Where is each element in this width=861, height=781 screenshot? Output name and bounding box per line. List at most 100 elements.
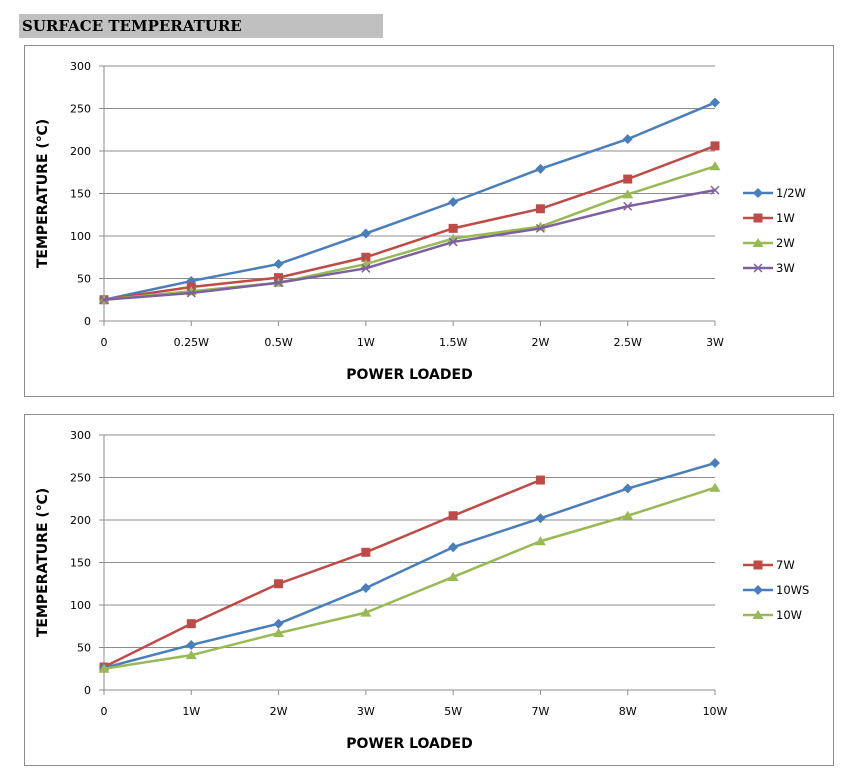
chart-1-ytick-label-5: 250 bbox=[70, 103, 91, 116]
chart-2-xtick-label-2: 2W bbox=[270, 705, 288, 718]
chart-1-svg: 0 50 100 150 200 250 300 0 0.25W 0.5W 1W 1.5W 2W 2.5W… bbox=[35, 60, 806, 383]
chart-1-legend-swatch-marker-3 bbox=[753, 263, 763, 273]
chart-1-series-3-point-0 bbox=[99, 295, 109, 305]
chart-2-legend-swatch-marker-1 bbox=[753, 585, 763, 595]
chart-1-series-0-point-5 bbox=[535, 163, 546, 174]
chart-1-series-1-line bbox=[103, 144, 716, 301]
chart-1-series-3-point-2 bbox=[274, 278, 284, 288]
chart-1-legend-item-1: 1W bbox=[743, 211, 795, 225]
chart-2-legend-item-1: 10WS bbox=[743, 583, 809, 597]
chart-2-svg: 0 50 100 150 200 250 300 0 1W 2W 3W 5W 7W 8W 10W POWER … bbox=[35, 429, 809, 752]
chart-1-series-0-point-3 bbox=[360, 228, 371, 239]
chart-2-series-1-point-5 bbox=[535, 513, 546, 524]
chart-1-series-2-point-7 bbox=[709, 161, 721, 171]
chart-2-series-1-point-7 bbox=[710, 458, 720, 469]
chart-2-series-2 bbox=[98, 482, 721, 673]
chart-2-series-0-point-5 bbox=[535, 475, 545, 485]
chart-1-series-0-point-2 bbox=[273, 259, 284, 270]
chart-2-ytick-label-4: 200 bbox=[70, 514, 91, 527]
chart-2-series-2-line bbox=[103, 486, 716, 670]
chart-1-xtick-label-3: 1W bbox=[357, 336, 375, 349]
chart-1-ytick-label-3: 150 bbox=[70, 188, 91, 201]
chart-1-series-0-point-7 bbox=[710, 97, 720, 108]
chart-1-xtick-label-2: 0.5W bbox=[264, 336, 292, 349]
chart-1-series-1-point-2 bbox=[274, 273, 284, 283]
chart-1-ytick-label-1: 50 bbox=[77, 273, 91, 286]
chart-1-xtick-label-4: 1.5W bbox=[439, 336, 467, 349]
chart-2-series-2-point-0 bbox=[98, 663, 110, 673]
chart-1-series-3 bbox=[99, 185, 720, 305]
chart-2-series-1 bbox=[99, 458, 720, 673]
chart-1-xtick-label-0: 0 bbox=[101, 336, 108, 349]
chart-2-legend-label-1: 10WS bbox=[776, 583, 809, 597]
chart-2-ytick-label-6: 300 bbox=[70, 429, 91, 442]
chart-2-series-0-point-1 bbox=[186, 619, 196, 629]
chart-1-series-3-point-7 bbox=[710, 185, 720, 195]
chart-1-series-0-point-4 bbox=[448, 197, 459, 207]
chart-1-series-1-point-4 bbox=[448, 223, 458, 233]
chart-1-legend-swatch-marker-0 bbox=[753, 188, 763, 198]
chart-panel-power-high: 0 50 100 150 200 250 300 0 1W 2W 3W 5W 7W 8W 10W POWER … bbox=[24, 414, 834, 766]
chart-2-series-1-point-4 bbox=[448, 542, 459, 553]
chart-1-legend-label-0: 1/2W bbox=[776, 186, 806, 200]
chart-2-xtick-label-6: 8W bbox=[619, 705, 637, 718]
chart-2-series-2-point-4 bbox=[447, 571, 459, 581]
chart-1-ytick-label-2: 100 bbox=[70, 230, 91, 243]
chart-2-xtick-label-1: 1W bbox=[182, 705, 200, 718]
chart-2-legend-swatch-marker-2 bbox=[752, 610, 764, 619]
chart-1-y-axis-title: TEMPERATURE (℃) bbox=[35, 119, 51, 268]
chart-2-series-0-line bbox=[103, 478, 541, 669]
chart-1-series-0 bbox=[99, 97, 720, 305]
chart-2-ytick-label-2: 100 bbox=[70, 599, 91, 612]
chart-2-series-2-point-6 bbox=[622, 510, 634, 520]
chart-1-series-3-point-5 bbox=[535, 223, 545, 233]
chart-1-legend-item-3: 3W bbox=[743, 261, 795, 275]
chart-2-xtick-label-0: 0 bbox=[101, 705, 108, 718]
chart-2-series-0 bbox=[99, 475, 545, 672]
chart-1-series-3-line bbox=[103, 188, 716, 301]
chart-1-series-3-point-1 bbox=[186, 288, 196, 298]
chart-2-legend-label-0: 7W bbox=[776, 558, 795, 572]
chart-2-y-axis-title: TEMPERATURE (℃) bbox=[35, 488, 51, 637]
chart-2-series-2-point-7 bbox=[709, 482, 721, 492]
chart-1-legend-item-0: 1/2W bbox=[743, 186, 806, 200]
chart-1-series-3-point-4 bbox=[448, 237, 458, 247]
chart-1-series-1-point-7 bbox=[710, 141, 720, 151]
chart-1-series-1-point-5 bbox=[535, 204, 545, 214]
chart-1-legend-swatch-marker-2 bbox=[752, 238, 764, 247]
chart-2-legend-swatch-marker-0 bbox=[753, 560, 763, 570]
chart-2-series-2-point-2 bbox=[273, 628, 285, 638]
chart-1-legend-label-2: 2W bbox=[776, 236, 795, 250]
chart-1-series-0-line bbox=[103, 101, 716, 301]
chart-1-series-3-point-3 bbox=[361, 263, 371, 273]
chart-1-legend-item-2: 2W bbox=[743, 236, 795, 250]
chart-2-xtick-label-4: 5W bbox=[444, 705, 462, 718]
chart-2-series-0-point-2 bbox=[274, 579, 284, 589]
chart-1-series-1-point-6 bbox=[623, 174, 633, 184]
chart-2-ytick-label-0: 0 bbox=[84, 684, 91, 697]
chart-2-series-0-point-3 bbox=[361, 547, 371, 557]
chart-2-series-1-line bbox=[103, 461, 716, 670]
chart-2-series-2-point-3 bbox=[360, 607, 372, 617]
chart-2-legend: 7W 10WS 10W bbox=[743, 558, 809, 622]
chart-1-x-axis-title: POWER LOADED bbox=[346, 367, 472, 383]
chart-1-series-3-point-6 bbox=[623, 201, 633, 211]
chart-1-legend-label-1: 1W bbox=[776, 211, 795, 225]
chart-1-ytick-label-6: 300 bbox=[70, 60, 91, 73]
chart-1-legend: 1/2W 1W 2W 3W bbox=[743, 186, 806, 275]
chart-1-ytick-label-4: 200 bbox=[70, 145, 91, 158]
chart-1-legend-label-3: 3W bbox=[776, 261, 795, 275]
chart-2-x-axis-title: POWER LOADED bbox=[346, 736, 472, 752]
chart-2-series-0-point-4 bbox=[448, 511, 458, 521]
chart-2-legend-label-2: 10W bbox=[776, 608, 802, 622]
chart-2-legend-item-0: 7W bbox=[743, 558, 795, 572]
chart-1-xtick-label-6: 2.5W bbox=[614, 336, 642, 349]
chart-2-ytick-label-3: 150 bbox=[70, 557, 91, 570]
chart-1-xtick-label-5: 2W bbox=[531, 336, 549, 349]
chart-2-xtick-label-5: 7W bbox=[531, 705, 549, 718]
chart-panel-power-low: 0 50 100 150 200 250 300 0 0.25W 0.5W 1W 1.5W 2W 2.5W… bbox=[24, 45, 834, 397]
chart-1-ytick-label-0: 0 bbox=[84, 315, 91, 328]
chart-2-series-2-point-5 bbox=[534, 536, 546, 546]
chart-1-xtick-label-7: 3W bbox=[706, 336, 724, 349]
chart-2-series-2-point-1 bbox=[185, 650, 197, 660]
